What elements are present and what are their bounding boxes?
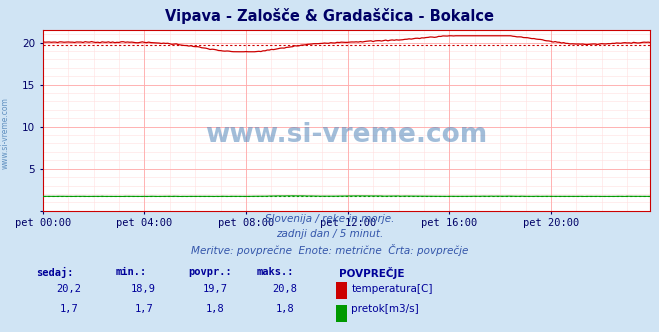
Text: sedaj:: sedaj:: [36, 267, 74, 278]
Text: 1,8: 1,8: [275, 304, 294, 314]
Text: 20,2: 20,2: [57, 284, 82, 294]
Text: www.si-vreme.com: www.si-vreme.com: [1, 97, 10, 169]
Text: temperatura[C]: temperatura[C]: [351, 284, 433, 294]
Text: Slovenija / reke in morje.: Slovenija / reke in morje.: [265, 214, 394, 224]
Text: 18,9: 18,9: [131, 284, 156, 294]
Text: zadnji dan / 5 minut.: zadnji dan / 5 minut.: [276, 229, 383, 239]
Text: POVPREČJE: POVPREČJE: [339, 267, 405, 279]
Text: pretok[m3/s]: pretok[m3/s]: [351, 304, 419, 314]
Text: 1,7: 1,7: [134, 304, 153, 314]
Text: 1,7: 1,7: [60, 304, 78, 314]
Text: 19,7: 19,7: [203, 284, 228, 294]
Text: Meritve: povprečne  Enote: metrične  Črta: povprečje: Meritve: povprečne Enote: metrične Črta:…: [191, 244, 468, 256]
Text: 20,8: 20,8: [272, 284, 297, 294]
Text: Vipava - Zalošče & Gradaščica - Bokalce: Vipava - Zalošče & Gradaščica - Bokalce: [165, 8, 494, 24]
Text: povpr.:: povpr.:: [188, 267, 231, 277]
Text: min.:: min.:: [115, 267, 146, 277]
Text: www.si-vreme.com: www.si-vreme.com: [206, 122, 488, 148]
Text: maks.:: maks.:: [257, 267, 295, 277]
Text: 1,8: 1,8: [206, 304, 225, 314]
